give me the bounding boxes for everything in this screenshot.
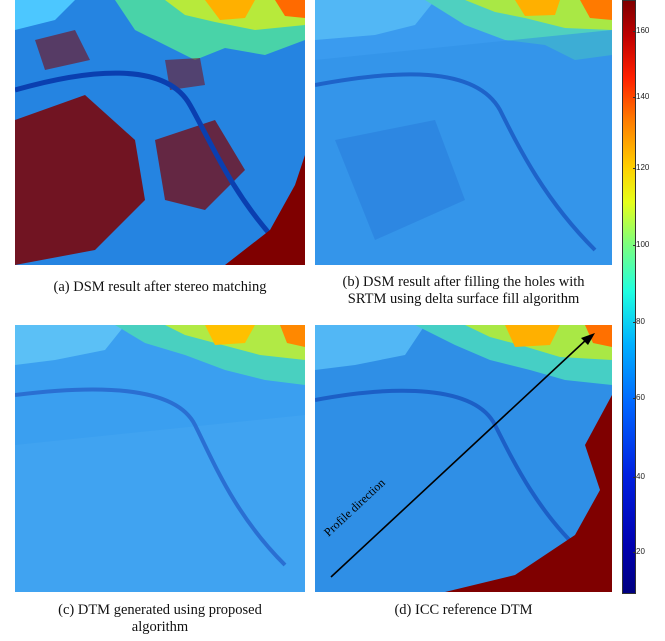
colorbar-tick-80: 80	[633, 317, 645, 326]
caption-c-line1: (c) DTM generated using proposed	[58, 602, 262, 618]
colorbar-tick-60: 60	[633, 393, 645, 402]
colorbar-tick-120: 120	[632, 163, 650, 172]
colorbar-tick-40: 40	[633, 472, 645, 481]
colorbar-tick-20: 20	[633, 547, 645, 556]
caption-b-line1: (b) DSM result after filling the holes w…	[342, 274, 585, 290]
caption-b: (b) DSM result after filling the holes w…	[315, 274, 612, 308]
caption-c-line2: algorithm	[131, 619, 189, 635]
panel-d-icc-reference-dtm: Profile direction	[315, 325, 612, 592]
caption-a: (a) DSM result after stereo matching	[53, 279, 267, 295]
caption-c: (c) DTM generated using proposed algorit…	[15, 602, 305, 636]
panel-b-dsm-filled	[315, 0, 612, 265]
colorbar-tick-140: 140	[632, 92, 650, 101]
colorbar-tick-160: 160	[632, 26, 650, 35]
colorbar	[622, 0, 636, 594]
caption-b-line2: SRTM using delta surface fill algorithm	[347, 291, 580, 307]
caption-d: (d) ICC reference DTM	[394, 602, 533, 618]
colorbar-tick-100: 100	[632, 240, 650, 249]
panel-a-dsm-stereo	[15, 0, 305, 265]
arrow-head-icon	[581, 333, 595, 345]
panel-c-dtm-proposed	[15, 325, 305, 592]
